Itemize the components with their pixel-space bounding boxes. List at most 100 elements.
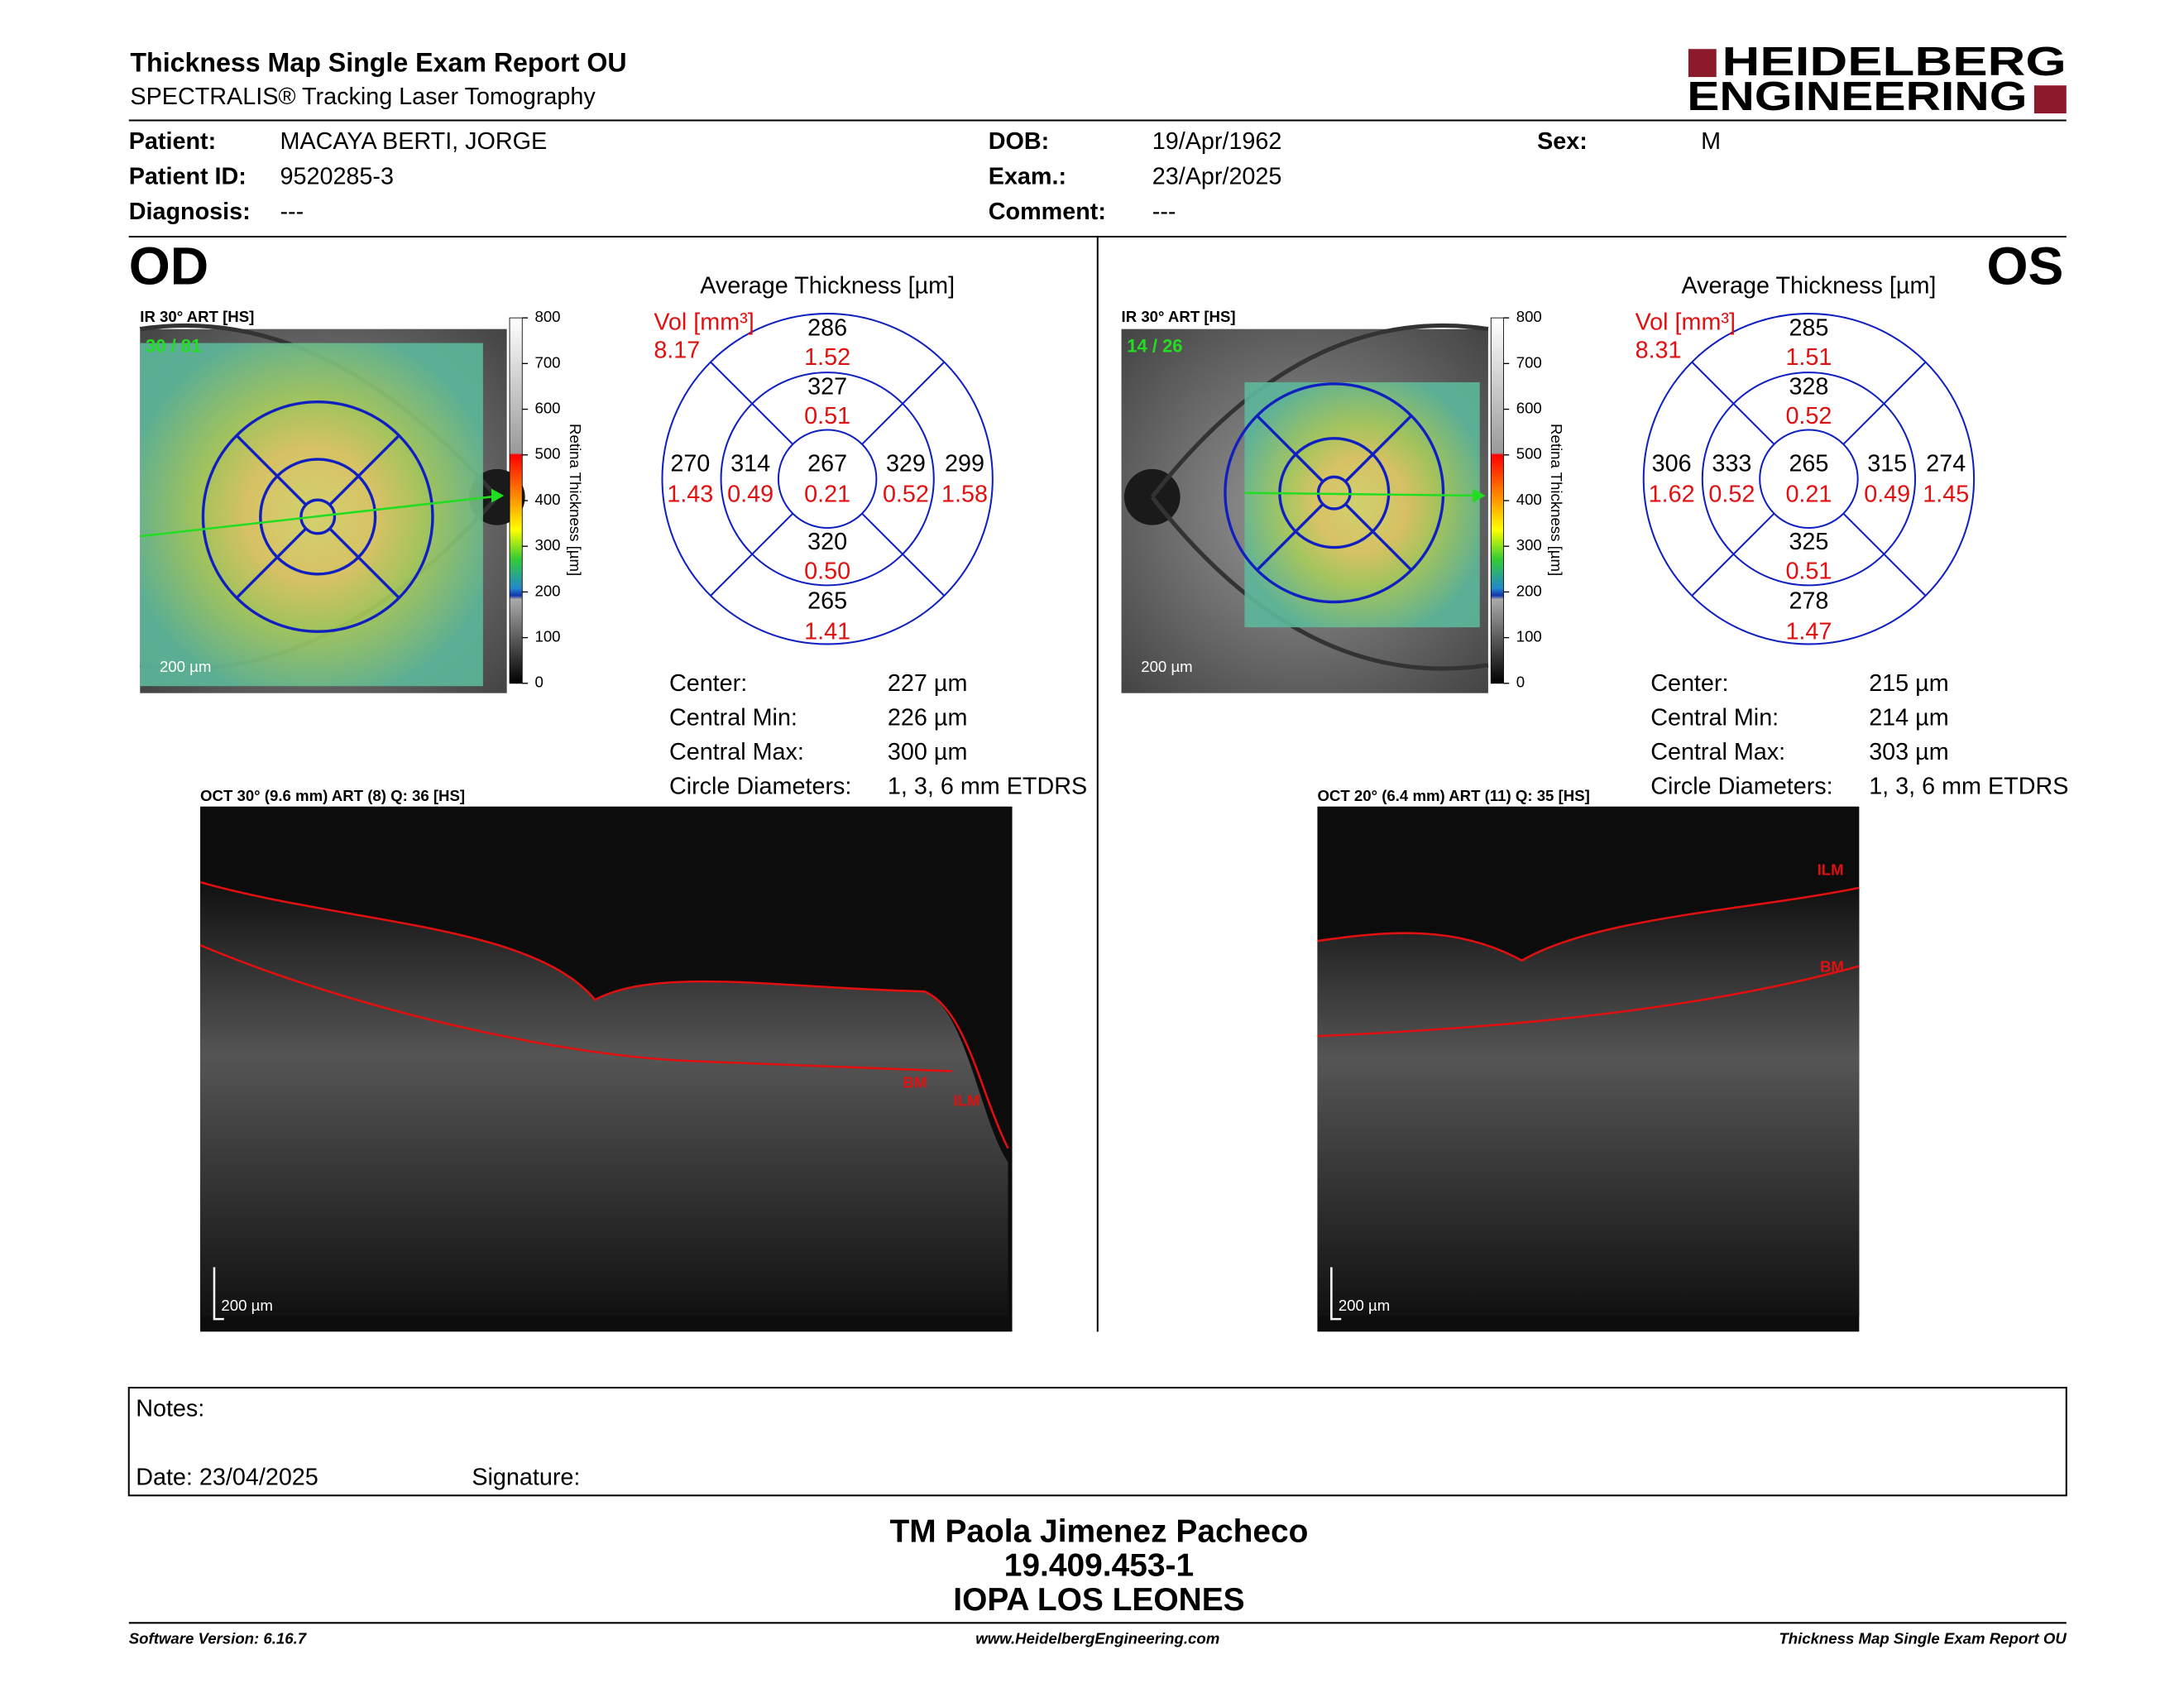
stat-label: Central Max: <box>669 739 804 765</box>
ir-scale: 200 µm <box>1141 658 1192 675</box>
sector-thickness: 285 <box>1789 314 1828 341</box>
logo-top: HEIDELBERG <box>1722 40 2067 84</box>
stat-label: Center: <box>669 670 747 697</box>
frames: 14 / 26 <box>1127 335 1182 356</box>
field-label: Comment: <box>989 199 1106 225</box>
oct-label: OCT 20° (6.4 mm) ART (11) Q: 35 [HS] <box>1317 787 1589 804</box>
sector-thickness: 328 <box>1789 373 1828 400</box>
colorbar-tick-label: 100 <box>1516 628 1542 645</box>
stat-label: Central Max: <box>1650 739 1785 765</box>
sector-thickness: 306 <box>1652 450 1692 477</box>
sector-thickness: 329 <box>886 450 926 477</box>
colorbar-tick-label: 300 <box>534 536 560 554</box>
field-value: M <box>1701 128 1721 155</box>
stat-value: 1, 3, 6 mm ETDRS <box>888 773 1087 799</box>
sector-thickness: 299 <box>945 450 984 477</box>
chart-ring <box>1642 313 1976 645</box>
ilm-line <box>1317 886 1860 962</box>
avg-title: Average Thickness [µm] <box>1681 273 1936 300</box>
notes-signature: Signature: <box>472 1465 580 1491</box>
field-label: Diagnosis: <box>129 199 251 225</box>
stat-label: Circle Diameters: <box>1650 773 1832 799</box>
colorbar-tick-label: 600 <box>1516 399 1542 416</box>
ilm-line <box>199 880 1009 1149</box>
etdrs-ring <box>1224 382 1445 604</box>
ir-label: IR 30° ART [HS] <box>140 308 254 325</box>
ir-label: IR 30° ART [HS] <box>1122 308 1236 325</box>
thickness-map <box>1244 381 1480 628</box>
oct-scale: 200 µm <box>221 1297 272 1314</box>
stamp-line: TM Paola Jimenez Pacheco <box>889 1513 1308 1549</box>
etdrs-ring <box>201 400 434 633</box>
stat-label: Center: <box>1650 670 1728 697</box>
colorbar-tick-label: 800 <box>534 308 560 325</box>
ilm-label: ILM <box>953 1092 979 1110</box>
etdrs-spoke <box>235 527 308 599</box>
bm-label: BM <box>1820 957 1844 975</box>
report-title: Thickness Map Single Exam Report OU <box>130 47 626 77</box>
sector-volume: 0.50 <box>804 559 850 585</box>
bm-line <box>1317 965 1860 1038</box>
colorbar-tick-label: 800 <box>1516 308 1542 325</box>
colorbar-tick-label: 700 <box>534 353 560 371</box>
chart-ring <box>661 313 994 645</box>
vol-total: 8.31 <box>1636 337 1682 363</box>
sector-thickness: 286 <box>807 314 847 341</box>
footer-right: Thickness Map Single Exam Report OU <box>1779 1630 2067 1647</box>
field-label: Exam.: <box>989 164 1066 190</box>
field-value: --- <box>1152 199 1176 225</box>
etdrs-spoke <box>1344 503 1413 572</box>
sector-volume: 0.52 <box>1708 482 1755 508</box>
sector-thickness: 333 <box>1712 450 1751 477</box>
sector-volume: 1.62 <box>1649 482 1695 508</box>
sector-volume: 1.52 <box>804 344 850 371</box>
sector-volume: 1.43 <box>667 482 713 508</box>
sector-volume: 0.52 <box>1785 403 1832 429</box>
field-label: Sex: <box>1537 128 1588 155</box>
chart-spoke <box>861 512 946 597</box>
chart-spoke <box>1691 361 1775 445</box>
stat-value: 227 µm <box>888 670 967 697</box>
chart-ring <box>777 429 878 529</box>
sector-volume: 0.51 <box>1785 559 1832 585</box>
chart-spoke <box>1691 512 1775 597</box>
colorbar-tick-label: 0 <box>1516 674 1525 691</box>
field-value: 9520285-3 <box>280 164 394 190</box>
eye-label: OD <box>129 237 208 296</box>
logo-bottom: ENGINEERING <box>1687 74 2027 119</box>
chart-spoke <box>710 361 794 445</box>
colorbar <box>1490 317 1504 684</box>
etdrs-spoke <box>328 527 400 599</box>
stat-value: 1, 3, 6 mm ETDRS <box>1869 773 2068 799</box>
field-label: Patient ID: <box>129 164 247 190</box>
eye-label: OS <box>1987 237 2064 296</box>
sector-volume: 1.47 <box>1785 618 1832 645</box>
sector-volume: 1.51 <box>1785 344 1832 371</box>
chart-spoke <box>710 512 794 597</box>
field-value: --- <box>280 199 304 225</box>
sector-volume: 1.45 <box>1923 482 1969 508</box>
sector-thickness: 265 <box>807 587 847 614</box>
footer-left: Software Version: 6.16.7 <box>129 1630 308 1647</box>
sector-thickness: 320 <box>807 529 847 555</box>
field-value: MACAYA BERTI, JORGE <box>280 128 547 155</box>
chart-ring <box>1759 429 1859 529</box>
chart-spoke <box>1842 361 1927 445</box>
colorbar <box>509 317 523 684</box>
vessel <box>1150 323 1489 499</box>
ir-scale: 200 µm <box>160 658 211 675</box>
logo-block <box>1688 49 1717 78</box>
sector-thickness: 325 <box>1789 529 1828 555</box>
colorbar-tick-label: 300 <box>1516 536 1542 554</box>
notes-label: Notes: <box>136 1396 204 1422</box>
sector-volume: 0.49 <box>1864 482 1910 508</box>
etdrs-ring <box>259 458 377 576</box>
thickness-map <box>140 343 483 687</box>
oct-scale-bar <box>213 1267 224 1321</box>
etdrs-spoke <box>1256 415 1324 483</box>
chart-ring <box>720 372 935 587</box>
field-value: 19/Apr/1962 <box>1152 128 1282 155</box>
vol-total: 8.17 <box>654 337 700 363</box>
colorbar-tick-label: 0 <box>534 674 543 691</box>
